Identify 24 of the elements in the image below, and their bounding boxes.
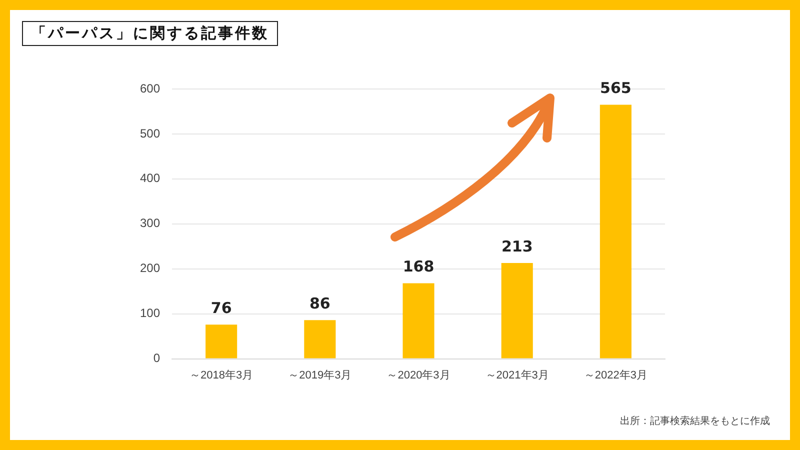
y-tick-label: 600 [140,81,160,96]
bar [304,320,336,358]
data-label: 565 [600,79,632,98]
y-tick-label: 500 [140,126,160,140]
y-tick-label: 200 [140,261,160,276]
data-label: 76 [210,299,232,318]
data-label: 86 [309,294,330,313]
x-tick-label: ～2021年3月 [485,369,549,382]
y-tick-label: 300 [140,216,160,230]
y-tick-label: 0 [153,351,160,366]
text: 出所：記事検索結果をもとに作成 [620,414,770,428]
y-tick-label: 400 [140,171,160,186]
bar [501,263,533,358]
x-tick-label: ～2018年3月 [190,369,254,382]
x-tick-label: ～2022年3月 [584,369,648,382]
data-label: 213 [501,237,533,256]
bar [402,283,434,358]
y-tick-label: 100 [140,306,160,320]
x-tick-label: ～2019年3月 [288,369,352,382]
chart-title: 「パーパス」に関する記事件数 [22,21,278,46]
bar [600,104,632,358]
x-tick-label: ～2020年3月 [386,369,450,382]
data-label: 168 [402,258,434,276]
bar [206,324,238,358]
